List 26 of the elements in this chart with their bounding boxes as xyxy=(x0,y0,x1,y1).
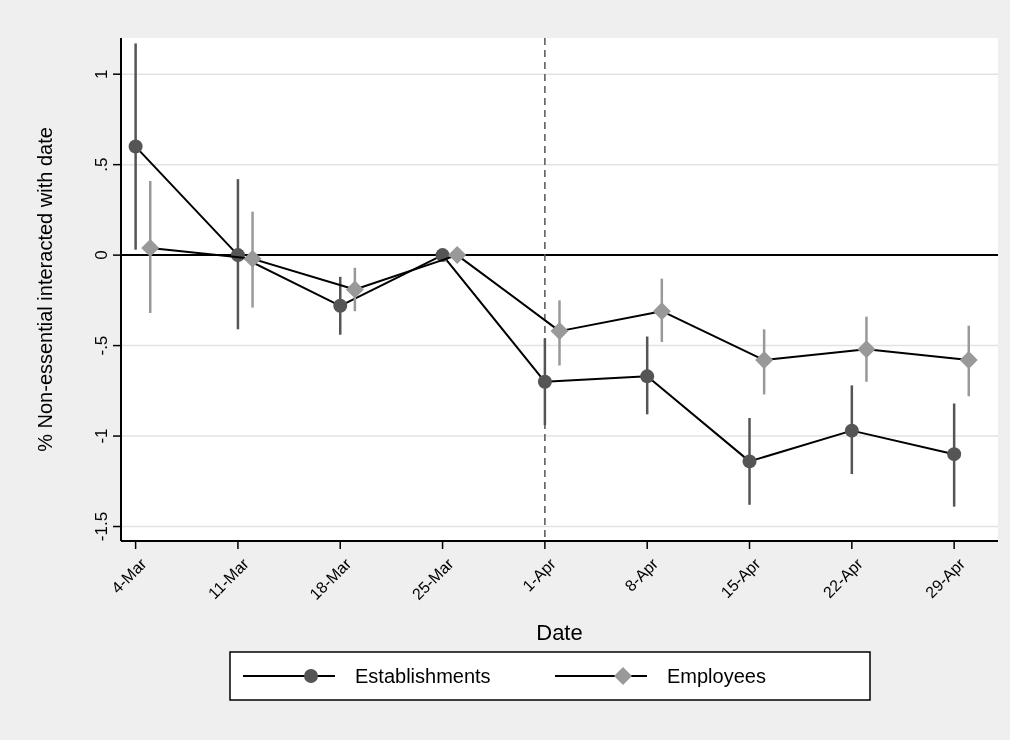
point xyxy=(959,351,978,370)
point xyxy=(550,322,569,341)
point xyxy=(742,454,757,469)
y-tick-label: .5 xyxy=(92,157,111,172)
y-tick-label: 1 xyxy=(92,69,111,79)
y-tick-label: -1.5 xyxy=(92,511,111,542)
point xyxy=(947,447,962,462)
point xyxy=(141,238,160,257)
y-tick-label: 0 xyxy=(92,250,111,260)
point xyxy=(333,298,348,313)
legend-label: Employees xyxy=(667,665,766,687)
point xyxy=(755,351,774,370)
point xyxy=(652,302,671,321)
y-tick-label: -1 xyxy=(92,428,111,444)
x-axis-title: Date xyxy=(536,620,583,645)
point xyxy=(537,374,552,389)
point xyxy=(640,369,655,384)
point xyxy=(844,423,859,438)
point xyxy=(345,280,364,299)
point xyxy=(128,139,143,154)
y-axis-title: % Non-essential interacted with date xyxy=(34,127,56,452)
point xyxy=(243,249,262,268)
y-tick-label: -.5 xyxy=(92,335,111,356)
point xyxy=(448,246,467,265)
legend-label: Establishments xyxy=(355,665,491,687)
point xyxy=(857,340,876,359)
